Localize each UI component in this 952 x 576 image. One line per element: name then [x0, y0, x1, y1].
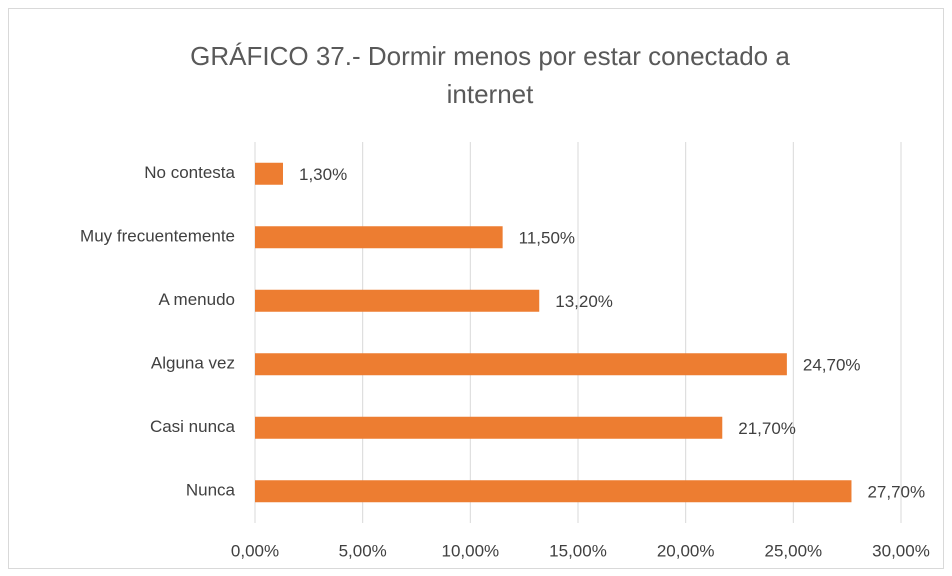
y-tick-label: Muy frecuentemente [80, 227, 235, 246]
y-tick-label: Nunca [186, 481, 236, 500]
x-tick-label: 30,00% [872, 541, 930, 560]
y-tick-label: No contesta [144, 163, 235, 182]
value-label: 21,70% [738, 419, 796, 438]
x-tick-label: 5,00% [339, 541, 387, 560]
bar [255, 353, 787, 376]
chart-title: GRÁFICO 37.- Dormir menos por estar cone… [190, 41, 790, 71]
bar [255, 289, 540, 312]
chart-title: internet [447, 79, 534, 109]
y-tick-label: Alguna vez [151, 354, 235, 373]
bar [255, 416, 723, 439]
bar [255, 480, 852, 503]
x-tick-label: 10,00% [441, 541, 499, 560]
value-label: 1,30% [299, 165, 347, 184]
x-tick-label: 20,00% [657, 541, 715, 560]
x-tick-label: 0,00% [231, 541, 279, 560]
y-tick-label: A menudo [158, 290, 235, 309]
x-tick-label: 25,00% [764, 541, 822, 560]
value-label: 13,20% [555, 292, 613, 311]
y-tick-label: Casi nunca [150, 417, 236, 436]
value-label: 11,50% [519, 229, 575, 248]
value-label: 24,70% [803, 356, 861, 375]
chart-border [8, 8, 944, 569]
bar [255, 162, 283, 185]
bar [255, 226, 503, 249]
value-label: 27,70% [867, 483, 925, 502]
x-tick-label: 15,00% [549, 541, 607, 560]
